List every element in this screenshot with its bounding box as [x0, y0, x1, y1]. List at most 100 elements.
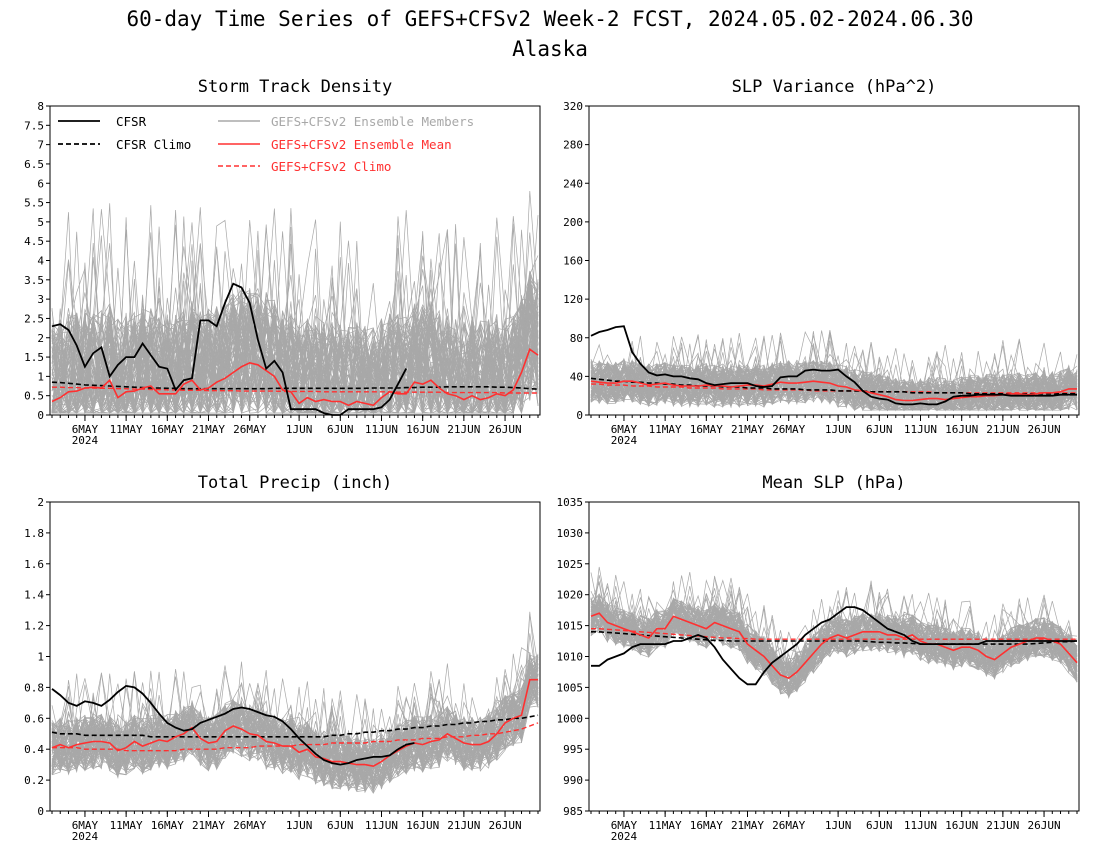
ensemble-member-line: [51, 303, 539, 414]
y-tick-label: 7.5: [24, 119, 44, 132]
x-tick-label: 21MAY: [731, 423, 764, 436]
y-tick-label: 0.2: [24, 774, 44, 787]
x-tick-label: 6JUN: [327, 819, 354, 832]
ensemble-member-line: [51, 208, 539, 415]
ensemble-climo-line: [52, 722, 539, 752]
x-tick-label: 6JUN: [866, 423, 893, 436]
legend-label-climo: GEFS+CFSv2 Climo: [271, 159, 391, 174]
y-tick-label: 3.5: [24, 274, 44, 287]
x-tick-label: 21JUN: [447, 423, 480, 436]
chart-panel-1: Storm Track Density 0 0.5 1 1.5 2 2.5 3 3.5 4 4.5 5…: [24, 77, 541, 447]
ensemble-member-line: [590, 600, 1078, 690]
x-tick-label: 6MAY: [611, 423, 638, 436]
ensemble-member-line: [590, 604, 1078, 688]
ensemble-mean-line: [590, 612, 1078, 680]
cfsr-climo-line: [51, 381, 539, 390]
ensemble-member-line: [51, 299, 539, 415]
cfsr-line: [591, 606, 1077, 686]
y-tick-label: 3: [37, 293, 44, 306]
ensemble-member-line: [51, 224, 539, 415]
ensemble-mean-line: [51, 678, 538, 768]
ensemble-members: [51, 611, 539, 794]
y-tick-label: 0: [37, 805, 44, 818]
y-tick-label: 1.8: [24, 527, 44, 540]
y-tick-label: 1: [37, 651, 44, 664]
y-tick-label: 985: [563, 805, 583, 818]
x-tick-label: 16JUN: [945, 423, 978, 436]
y-tick-label: 0.8: [24, 681, 44, 694]
x-tick-label: 21JUN: [986, 423, 1019, 436]
ensemble-member-line: [51, 208, 539, 415]
x-year-label: 2024: [72, 830, 99, 843]
ensemble-member-line: [590, 572, 1078, 690]
ensemble-mean-line: [51, 348, 539, 407]
y-tick-label: 7: [37, 139, 44, 152]
ensemble-member-line: [590, 609, 1078, 680]
x-tick-label: 26JUN: [1027, 423, 1060, 436]
ensemble-member-line: [590, 600, 1078, 689]
x-tick-label: 11JUN: [365, 819, 398, 832]
x-tick-label: 1JUN: [825, 423, 852, 436]
y-tick-label: 1.4: [24, 589, 44, 602]
x-tick-label: 26JUN: [488, 423, 521, 436]
ensemble-member-line: [590, 334, 1078, 412]
x-tick-label: 21JUN: [986, 819, 1019, 832]
x-tick-label: 21MAY: [192, 819, 225, 832]
x-tick-label: 16JUN: [406, 819, 439, 832]
ensemble-member-line: [51, 663, 539, 788]
x-tick-label: 21MAY: [192, 423, 225, 436]
y-tick-label: 8: [37, 100, 44, 113]
y-tick-label: 4: [37, 255, 44, 268]
ensemble-member-line: [51, 655, 539, 786]
cfsr-line: [51, 684, 415, 766]
y-tick-label: 80: [570, 332, 583, 345]
y-tick-label: 0: [37, 409, 44, 422]
x-tick-label: 11JUN: [365, 423, 398, 436]
ensemble-member-line: [51, 278, 539, 414]
cfsr-climo-line: [591, 630, 1078, 645]
x-tick-label: 26JUN: [1027, 819, 1060, 832]
ensemble-members: [590, 566, 1078, 699]
x-tick-label: 16MAY: [690, 819, 723, 832]
x-year-label: 2024: [611, 434, 638, 447]
cfsr-line: [51, 282, 407, 416]
legend-label-cfsr-climo: CFSR Climo: [116, 137, 191, 152]
ensemble-member-line: [590, 605, 1078, 679]
y-tick-label: 4.5: [24, 235, 44, 248]
ensemble-member-line: [51, 673, 539, 793]
x-tick-label: 11MAY: [110, 819, 143, 832]
y-tick-label: 40: [570, 370, 583, 383]
legend-label-members: GEFS+CFSv2 Ensemble Members: [271, 114, 474, 129]
y-tick-label: 1010: [557, 651, 584, 664]
figure-subtitle: Alaska: [512, 37, 588, 61]
x-tick-label: 26MAY: [772, 819, 805, 832]
x-tick-label: 11MAY: [649, 423, 682, 436]
ensemble-member-line: [51, 688, 539, 789]
x-tick-label: 11JUN: [904, 819, 937, 832]
y-tick-label: 1: [37, 370, 44, 383]
ensemble-member-line: [590, 365, 1078, 412]
y-tick-label: 1015: [557, 620, 584, 633]
x-tick-label: 26MAY: [233, 819, 266, 832]
y-tick-label: 1020: [557, 589, 584, 602]
y-tick-label: 1005: [557, 681, 584, 694]
y-tick-label: 0.6: [24, 712, 44, 725]
y-tick-label: 200: [563, 216, 583, 229]
x-tick-label: 16JUN: [406, 423, 439, 436]
x-tick-label: 6MAY: [72, 819, 99, 832]
chart-panel-2: SLP Variance (hPa^2) 0 40 80 120 160 200 240 280…: [563, 77, 1080, 447]
y-tick-label: 995: [563, 743, 583, 756]
figure-title: 60-day Time Series of GEFS+CFSv2 Week-2 …: [126, 7, 973, 31]
x-tick-label: 21JUN: [447, 819, 480, 832]
chart-panels: Storm Track Density 0 0.5 1 1.5 2 2.5 3 3.5 4 4.5 5…: [24, 77, 1080, 843]
ensemble-climo-line: [591, 628, 1077, 640]
x-tick-label: 11JUN: [904, 423, 937, 436]
y-tick-label: 2.5: [24, 312, 44, 325]
x-tick-label: 21MAY: [731, 819, 764, 832]
y-tick-label: 0.4: [24, 743, 44, 756]
y-tick-label: 2: [37, 496, 44, 509]
y-tick-label: 1.2: [24, 620, 44, 633]
ensemble-member-line: [51, 216, 539, 415]
y-tick-label: 280: [563, 139, 583, 152]
